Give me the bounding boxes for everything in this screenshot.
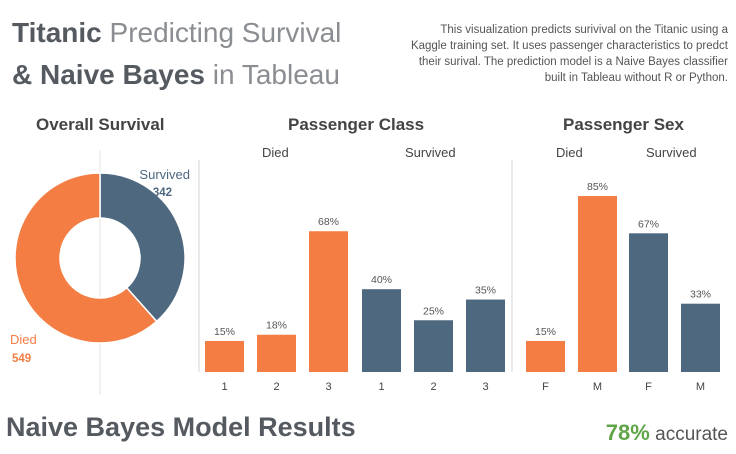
class-bar-chart: 15% 1 18% 2 68% 3 40% 1 25% 2 35% 3 <box>205 216 505 393</box>
donut-label-died: Died <box>10 332 37 347</box>
tick-label: 2 <box>273 381 279 393</box>
donut-slice-died <box>14 172 158 344</box>
survival-donut-chart: Survived 342 Died 549 <box>10 167 190 365</box>
description-text: This visualization predicts surivival on… <box>410 24 728 84</box>
sex-section-title: Passenger Sex <box>563 115 684 134</box>
bar-value-label: 35% <box>475 285 496 297</box>
class-survived-label: Survived <box>405 145 456 160</box>
accuracy-value: 78% <box>605 420 650 445</box>
bar-survived-3 <box>466 299 505 372</box>
tick-label: M <box>696 381 705 393</box>
class-died-label: Died <box>262 145 289 160</box>
title-light-2: in Tableau <box>212 59 340 90</box>
class-section-title: Passenger Class <box>288 115 425 134</box>
donut-label-survived: Survived <box>139 167 190 182</box>
tick-label: F <box>542 381 549 393</box>
page-title-line-2: & Naive Bayes in Tableau <box>12 58 340 92</box>
bar-value-label: 15% <box>214 326 235 338</box>
sex-survived-label: Survived <box>646 145 697 160</box>
donut-value-survived: 342 <box>153 187 172 199</box>
bar-died-f <box>526 340 565 372</box>
donut-slice-survived <box>99 172 186 323</box>
bar-value-label: 40% <box>371 274 392 286</box>
accuracy-readout: 78% accurate <box>606 420 728 446</box>
title-bold-2: & Naive Bayes <box>12 59 206 90</box>
bar-survived-f <box>629 233 668 372</box>
bar-value-label: 68% <box>318 216 339 228</box>
tick-label: 2 <box>430 381 436 393</box>
bar-value-label: 25% <box>423 305 444 317</box>
bar-survived-1 <box>362 289 401 372</box>
tick-label: F <box>645 381 652 393</box>
bar-value-label: 33% <box>690 289 711 301</box>
sex-bar-chart: 15% F 85% M 67% F 33% M <box>526 181 720 393</box>
survival-section-title: Overall Survival <box>36 115 165 134</box>
tick-label: M <box>593 381 602 393</box>
bar-survived-2 <box>414 320 453 372</box>
tick-label: 1 <box>378 381 384 393</box>
donut-value-died: 549 <box>12 353 31 365</box>
page-title-line-1: Titanic Predicting Survival <box>12 16 341 50</box>
bar-died-2 <box>257 334 296 372</box>
bar-died-3 <box>309 231 348 372</box>
bar-survived-m <box>681 303 720 372</box>
tick-label: 3 <box>325 381 331 393</box>
bar-value-label: 18% <box>266 320 287 332</box>
accuracy-label: accurate <box>655 424 728 445</box>
tick-label: 1 <box>221 381 227 393</box>
bar-died-m <box>578 196 617 372</box>
title-light-1: Predicting Survival <box>109 17 342 48</box>
bar-died-1 <box>205 340 244 372</box>
sex-died-label: Died <box>556 145 583 160</box>
model-results-title: Naive Bayes Model Results <box>6 412 356 442</box>
title-bold-1: Titanic <box>12 17 102 48</box>
tick-label: 3 <box>482 381 488 393</box>
bar-value-label: 15% <box>535 326 556 338</box>
bar-value-label: 85% <box>587 181 608 193</box>
bar-value-label: 67% <box>638 218 659 230</box>
